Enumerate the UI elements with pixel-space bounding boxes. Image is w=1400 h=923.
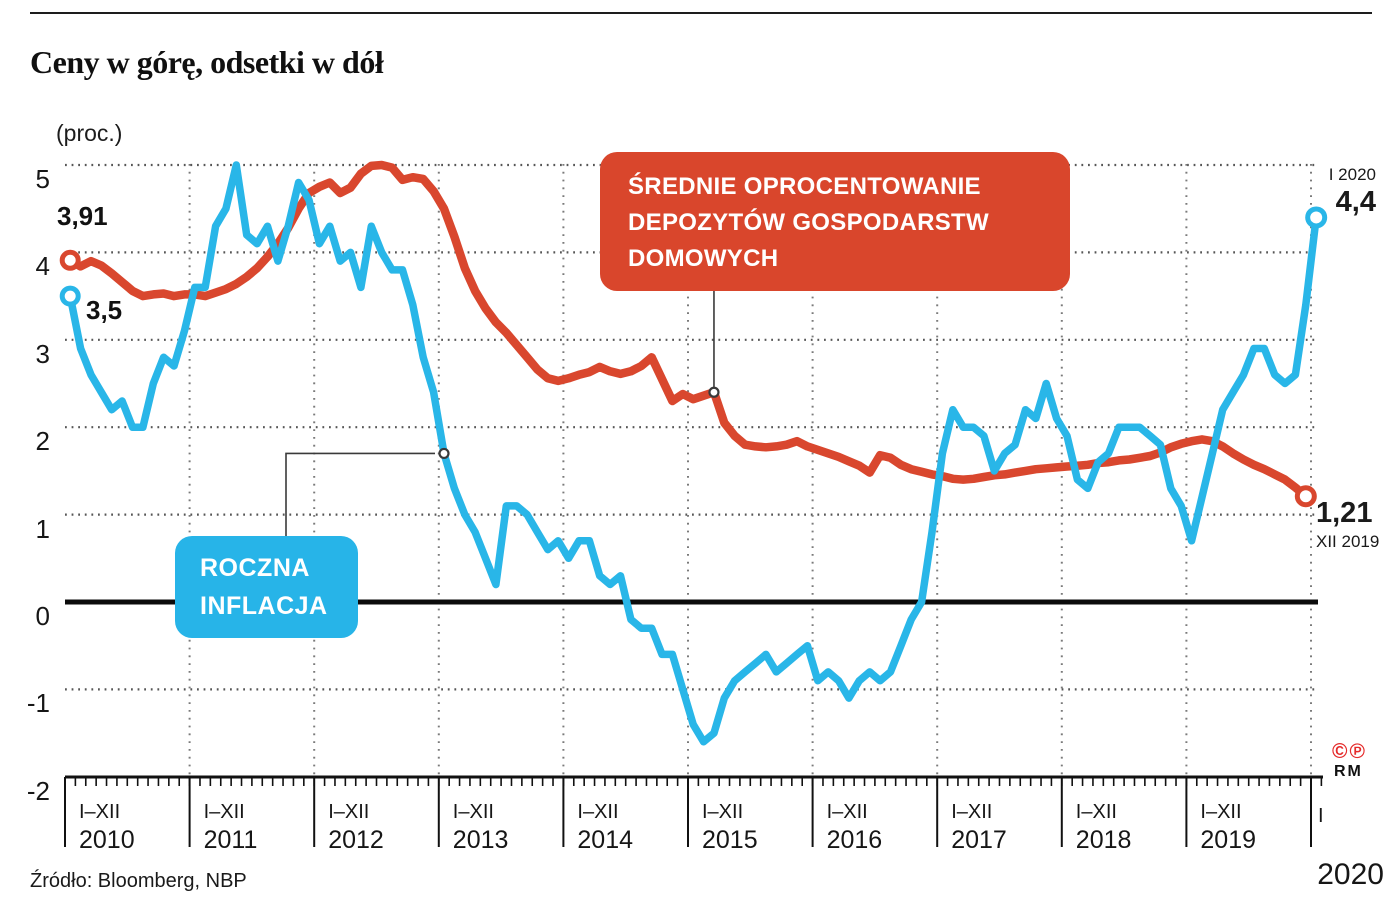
x-axis-year-number: 2012 <box>328 826 384 854</box>
x-axis-year-number: 2017 <box>951 826 1007 854</box>
y-axis-unit-label: (proc.) <box>56 120 123 146</box>
x-axis-months-range: I–XII <box>328 801 370 823</box>
x-axis-year-number: 2011 <box>203 826 258 854</box>
inflation-start-marker <box>59 285 81 307</box>
credit-initials: RM <box>1334 763 1363 780</box>
inflation-annotation-box: ROCZNA INFLACJA <box>175 536 358 638</box>
x-axis-year-label: I–XII 2011 <box>204 799 258 855</box>
inflation-start-value-label: 3,5 <box>86 295 123 325</box>
deposit-annotation-anchor-dot <box>708 386 720 398</box>
deposit-rate-annotation-box: ŚREDNIE OPROCENTOWANIE DEPOZYTÓW GOSPODA… <box>600 152 1070 291</box>
y-axis-tick-label: 3 <box>35 338 50 369</box>
x-axis-months-range: I–XII <box>826 801 868 823</box>
x-axis-year-label: I–XII 2013 <box>453 799 509 855</box>
annotation-line: DEPOZYTÓW GOSPODARSTW <box>628 209 989 236</box>
top-rule-divider <box>30 12 1372 14</box>
inflation-annotation-anchor-dot <box>438 447 450 460</box>
deposit-end-marker <box>1294 485 1317 508</box>
x-axis-year-label: I–XII 2016 <box>827 799 883 855</box>
x-axis-year-label: I–XII 2012 <box>328 799 384 855</box>
x-axis-months-range: I–XII <box>203 801 245 823</box>
y-axis-tick-label: 1 <box>35 513 50 544</box>
x-axis-year-number: 2014 <box>577 826 634 854</box>
inflation-end-marker <box>1305 206 1328 229</box>
annotation-line: INFLACJA <box>200 592 328 620</box>
x-axis-year-number: 2013 <box>452 826 509 854</box>
x-axis-year-label: I–XII 2019 <box>1200 799 1256 855</box>
x-axis-final-month-label: I <box>1318 805 1324 827</box>
y-axis-tick-label: -2 <box>26 775 50 806</box>
x-axis-year-label: I–XII 2010 <box>79 799 135 855</box>
x-axis-corner-year-label: 2020 <box>1317 858 1384 891</box>
copyright-phonogram-icon: ©℗ <box>1332 740 1367 763</box>
deposit-end-period-label: XII 2019 <box>1316 532 1380 551</box>
x-axis-year-number: 2019 <box>1200 826 1257 854</box>
x-axis-months-range: I–XII <box>951 801 993 823</box>
deposit-start-marker <box>59 249 81 271</box>
y-axis-tick-label: 4 <box>35 251 50 282</box>
inflation-line <box>66 161 1320 746</box>
credit-block: ©℗ RM <box>1332 740 1367 782</box>
x-axis-months-range: I–XII <box>1200 801 1242 823</box>
annotation-line: DOMOWYCH <box>628 245 779 272</box>
annotation-line: ŚREDNIE OPROCENTOWANIE <box>628 173 981 200</box>
inflation-annotation-connector <box>285 452 435 536</box>
deposit-end-value-label: 1,21 <box>1316 497 1373 529</box>
y-axis-tick-label: 0 <box>35 601 50 631</box>
y-axis-tick-label: -1 <box>26 688 50 719</box>
inflation-end-value-label: 4,4 <box>1335 186 1376 218</box>
x-axis-year-number: 2018 <box>1075 826 1132 854</box>
deposit-end-label-group: 1,21 XII 2019 <box>1316 497 1379 552</box>
inflation-end-label-group: I 2020 4,4 <box>1322 165 1376 219</box>
x-axis-months-range: I–XII <box>79 801 121 823</box>
deposit-start-value-label: 3,91 <box>57 201 108 231</box>
x-axis-year-label: I–XII 2015 <box>702 799 758 855</box>
x-axis-months-range: I–XII <box>577 801 619 823</box>
source-caption: Źródło: Bloomberg, NBP <box>30 870 247 892</box>
x-axis-year-number: 2016 <box>826 826 883 854</box>
x-axis-year-number: 2015 <box>702 826 758 854</box>
x-axis-year-label: I–XII 2018 <box>1076 799 1132 855</box>
x-axis-year-number: 2010 <box>79 826 135 854</box>
x-axis-months-range: I–XII <box>702 801 744 823</box>
x-axis-months-range: I–XII <box>1075 801 1117 823</box>
x-axis-year-label: I–XII 2014 <box>577 799 633 855</box>
x-axis-months-range: I–XII <box>452 801 494 823</box>
y-axis-tick-label: 5 <box>35 164 50 194</box>
page-title: Ceny w górę, odsetki w dół <box>30 44 384 80</box>
annotation-line: ROCZNA <box>200 554 310 582</box>
y-axis-tick-label: 2 <box>35 426 50 457</box>
inflation-end-period-label: I 2020 <box>1328 165 1376 184</box>
x-axis-year-label: I–XII 2017 <box>951 799 1007 855</box>
